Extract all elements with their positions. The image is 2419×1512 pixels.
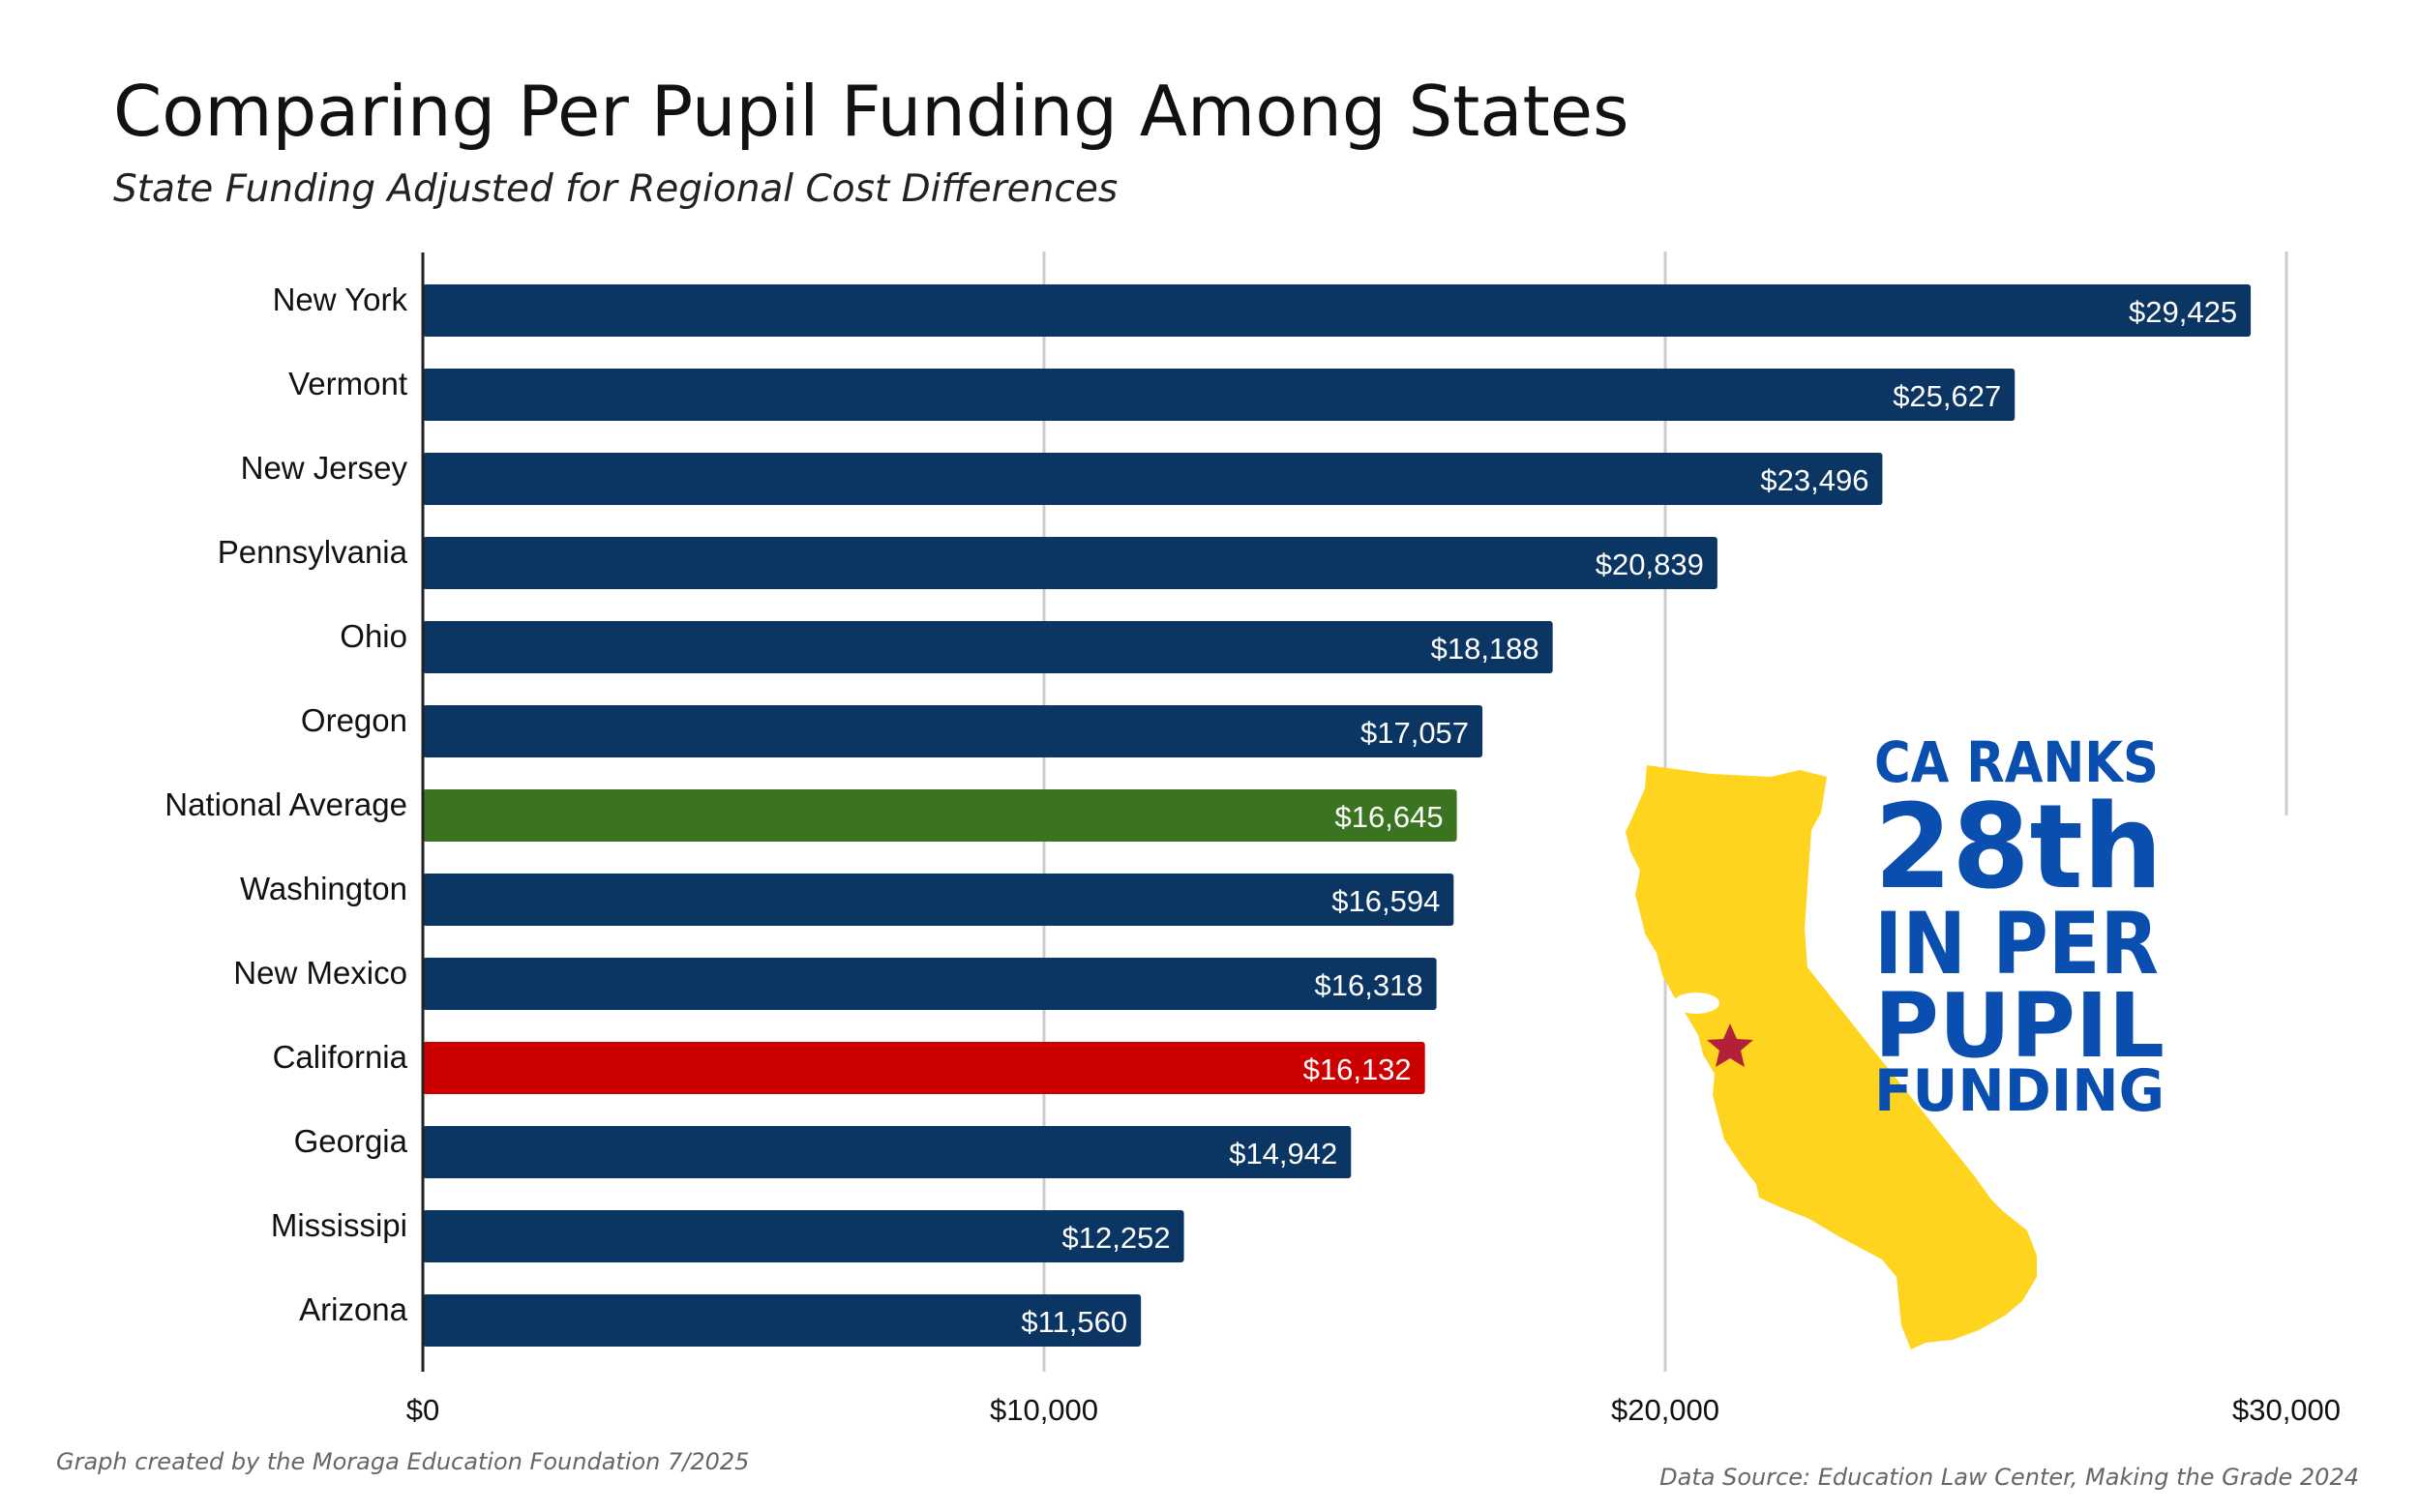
category-label-arizona: Arizona [299,1291,408,1327]
callout-line-2: 28th [1874,781,2163,915]
bar-georgia [423,1126,1352,1178]
value-label-washington: $16,594 [1331,884,1440,918]
value-label-national-average: $16,645 [1335,800,1444,834]
value-label-oregon: $17,057 [1360,716,1469,750]
x-tick-label-0: $0 [406,1393,439,1427]
bar-pennsylvania [423,537,1717,589]
x-tick-label-30-000: $30,000 [2232,1393,2341,1427]
bar-california [423,1042,1425,1094]
bar-arizona [423,1294,1142,1347]
bars: $29,425 $25,627 $23,496 $20,839 $18,188 $17,0… [423,284,2252,1347]
bar-ohio [423,621,1553,673]
value-label-georgia: $14,942 [1229,1137,1337,1171]
value-label-mississipi: $12,252 [1062,1221,1171,1255]
callout-line-5: FUNDING [1874,1057,2165,1125]
callout-line-1: CA RANKS [1874,729,2159,795]
footer-source: Data Source: Education Law Center, Makin… [1659,1464,2359,1491]
bar-washington [423,874,1454,926]
bar-national-average [423,789,1457,842]
category-label-pennsylvania: Pennsylvania [218,534,408,570]
category-label-ohio: Ohio [340,618,407,654]
chart-subtitle: State Funding Adjusted for Regional Cost… [113,167,1118,211]
category-label-vermont: Vermont [288,366,407,401]
value-label-vermont: $25,627 [1893,379,2001,413]
callout-line-4: PUPIL [1874,974,2165,1078]
value-label-ohio: $18,188 [1431,632,1539,666]
california-shape [1626,765,2037,1349]
chart-title: Comparing Per Pupil Funding Among States [113,71,1629,152]
value-label-new-york: $29,425 [2129,295,2237,329]
category-label-new-mexico: New Mexico [233,955,407,991]
bar-mississipi [423,1210,1184,1262]
star-icon [1707,1023,1753,1067]
value-label-new-jersey: $23,496 [1760,463,1868,497]
bar-new-mexico [423,958,1437,1010]
bar-vermont [423,369,2016,421]
category-label-california: California [273,1039,408,1075]
bar-new-york [423,284,2252,337]
callout-line-3: IN PER [1874,894,2159,993]
category-labels: New York Vermont New Jersey Pennsylvania Ohi… [164,282,407,1327]
category-label-new-york: New York [273,282,408,317]
bay-icon [1673,993,1719,1014]
category-label-mississipi: Mississipi [271,1207,407,1243]
x-tick-label-20-000: $20,000 [1611,1393,1719,1427]
x-axis: $0 $10,000 $20,000 $30,000 [406,252,2341,1427]
category-label-oregon: Oregon [301,702,407,738]
value-label-arizona: $11,560 [1021,1305,1127,1339]
footer-credit: Graph created by the Moraga Education Fo… [56,1448,749,1475]
category-label-new-jersey: New Jersey [241,450,408,486]
category-label-georgia: Georgia [294,1123,408,1159]
value-label-pennsylvania: $20,839 [1596,548,1704,581]
category-label-national-average: National Average [164,786,407,822]
category-label-washington: Washington [240,871,407,906]
california-map-icon [1626,765,2037,1349]
bar-oregon [423,705,1483,757]
value-label-california: $16,132 [1303,1052,1412,1086]
bar-new-jersey [423,453,1883,505]
value-label-new-mexico: $16,318 [1315,968,1423,1002]
x-tick-label-10-000: $10,000 [990,1393,1098,1427]
